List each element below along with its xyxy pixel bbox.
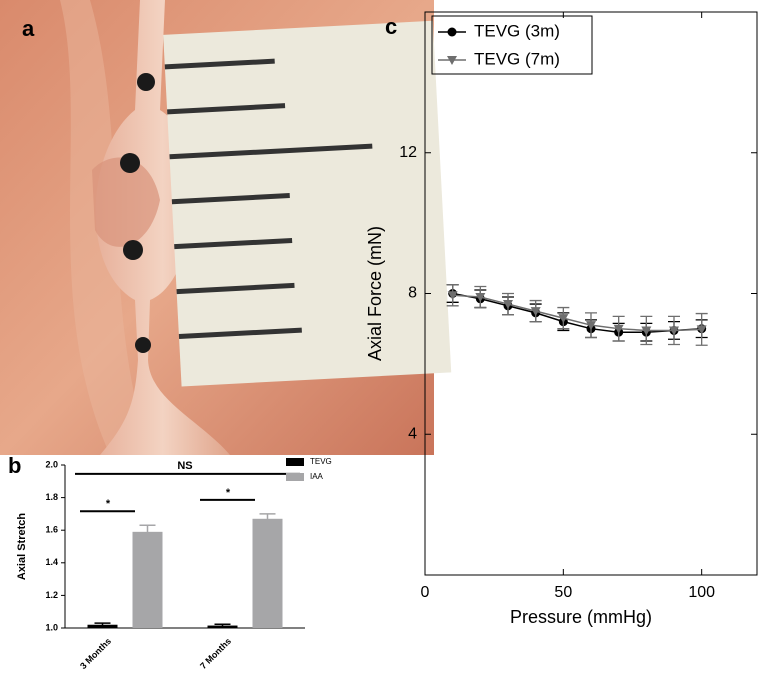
panel-label: b [8, 453, 21, 478]
error-bar [259, 513, 276, 524]
marker [669, 326, 679, 336]
legend-marker [447, 27, 457, 37]
marker [613, 324, 624, 334]
significance-label: * [106, 498, 111, 510]
marker [447, 291, 458, 301]
legend-swatch [286, 473, 304, 481]
photo [0, 0, 452, 455]
y-tick-label: 1.6 [45, 525, 58, 535]
marker [503, 300, 513, 310]
x-tick-label: 50 [554, 584, 572, 601]
marker [558, 314, 569, 324]
bar [252, 518, 283, 628]
legend-label: TEVG [310, 457, 332, 466]
y-tick-label: 1.0 [45, 622, 58, 632]
y-axis-label: Axial Stretch [16, 513, 28, 581]
series-line [452, 294, 702, 332]
panel-label: a [22, 16, 35, 41]
legend-label: TEVG (3m) [474, 21, 560, 40]
graft-center [92, 157, 160, 247]
error-bar [214, 623, 231, 627]
x-tick-label: 3 Months [78, 636, 113, 671]
bar [132, 531, 163, 628]
y-tick-label: 1.2 [45, 590, 58, 600]
x-axis-label: Pressure (mmHg) [510, 607, 652, 627]
marker [641, 326, 652, 336]
legend-marker [447, 56, 457, 65]
significance-label: * [226, 487, 231, 499]
marker [696, 325, 707, 335]
y-tick-label: 1.4 [45, 557, 58, 567]
series-line [452, 292, 702, 333]
legend-frame [431, 15, 593, 75]
legend-swatch [286, 458, 304, 466]
marker [586, 321, 596, 331]
y-tick-label: 1.8 [45, 492, 58, 502]
marker [530, 307, 541, 317]
y-tick-label: 8 [408, 285, 417, 302]
y-tick-label: 12 [399, 144, 417, 161]
marker [475, 293, 486, 303]
x-tick-label: 0 [421, 584, 430, 601]
error-bar [94, 622, 111, 627]
panel-label: c [385, 14, 397, 39]
x-tick-label: 7 Months [198, 636, 233, 671]
y-tick-label: 2.0 [45, 459, 58, 469]
suture-marks [120, 73, 155, 353]
x-tick-label: 100 [688, 584, 715, 601]
legend-label: TEVG (7m) [474, 49, 560, 68]
y-tick-label: 4 [408, 425, 417, 442]
ruler-body [163, 20, 452, 387]
plot-frame [424, 11, 758, 576]
y-axis-label: Axial Force (mN) [365, 226, 385, 361]
significance-label: NS [177, 460, 192, 472]
error-bar [139, 524, 156, 539]
legend-label: IAA [310, 472, 324, 481]
graft [95, 0, 230, 455]
ruler [163, 20, 452, 387]
